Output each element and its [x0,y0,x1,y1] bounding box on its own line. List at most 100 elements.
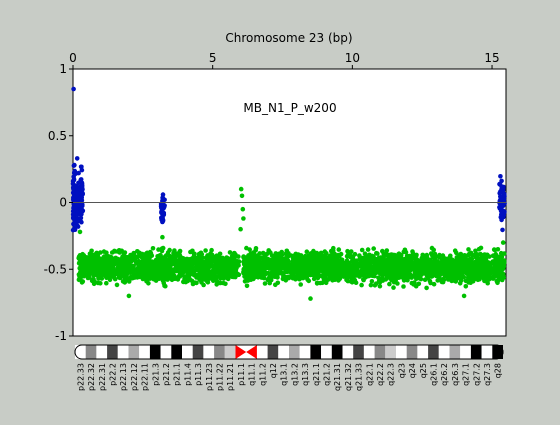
ideogram-band-label: q11.1 [248,363,257,386]
data-point [323,261,329,266]
data-point [78,215,84,221]
data-point [109,271,115,277]
data-point [311,276,317,282]
ideogram-band-label: p21.1 [173,363,182,386]
data-point [205,256,210,262]
centromere-p [235,345,247,359]
ideogram-band-label: q22.1 [365,363,374,386]
data-point [453,279,459,284]
data-point [424,252,430,258]
data-point [494,278,500,284]
data-point [485,266,491,272]
data-point [83,255,89,261]
data-point [311,272,316,277]
ideogram-band-label: q26.1 [429,363,438,386]
ideogram-band-label: q22.2 [376,363,385,386]
ideogram-band [299,345,311,359]
data-point [297,273,303,279]
data-point [80,279,86,284]
data-point [269,270,275,275]
data-point [238,186,244,192]
data-point [497,206,503,211]
data-point [148,253,154,258]
data-point [156,247,161,252]
data-point [159,248,165,254]
data-point [311,254,316,260]
data-point [195,255,200,261]
data-point [498,174,503,179]
data-point [273,282,278,288]
data-point [157,263,163,269]
data-point [353,280,359,286]
data-point [478,270,484,276]
ideogram-band [85,345,97,359]
data-point [333,269,339,275]
data-point [79,186,85,191]
data-point [492,267,498,272]
ideogram-band [139,345,150,359]
ideogram-band-label: q24 [408,363,417,378]
data-point [446,260,451,266]
data-point [375,269,380,275]
data-point [490,253,496,258]
ideogram-band [224,345,236,359]
data-point [80,251,85,257]
data-point [127,275,133,281]
data-point [380,248,385,254]
data-point [105,260,110,266]
data-point [150,246,156,251]
data-point [262,281,268,286]
data-point [150,269,156,275]
data-point [501,192,507,197]
data-point [79,212,84,217]
data-point [457,275,463,280]
data-point [359,263,365,269]
data-point [79,198,85,203]
data-point [359,282,364,288]
data-point [410,249,415,254]
data-point [303,253,308,259]
data-point [420,258,426,264]
data-point [452,272,458,278]
data-point [261,275,267,281]
data-point [71,210,77,216]
ideogram-band [438,345,450,359]
data-point [71,86,76,92]
data-point [133,259,138,264]
data-point [358,258,363,264]
data-point [416,262,422,268]
data-point [458,251,464,257]
data-point [101,249,107,254]
data-point [268,260,273,265]
data-point [201,282,206,288]
data-point [460,271,465,277]
data-point [390,252,396,258]
data-point [299,255,305,260]
data-point [156,255,162,261]
data-point [314,250,320,256]
ideogram-band [406,345,418,359]
ideogram-band [256,345,268,359]
data-point [279,258,284,263]
data-point [240,206,246,212]
data-point [478,251,483,257]
data-point [75,224,81,229]
data-point [263,270,268,275]
data-point [391,285,396,290]
data-point [259,260,264,266]
ideogram-band-label: p22.12 [130,363,139,391]
data-point [72,162,77,168]
axes: 0 5 10 15 -1 -0.5 0 0.5 1 [44,51,500,343]
data-point [483,277,489,283]
data-point [99,268,105,273]
data-point [97,262,103,268]
data-point [371,246,377,251]
data-point [117,275,123,281]
ideogram-band-label: q12 [269,363,278,378]
data-point [443,273,448,279]
data-point [251,264,257,270]
data-point [86,268,92,274]
data-point [102,257,108,262]
data-point [422,277,428,283]
data-point [314,281,320,286]
